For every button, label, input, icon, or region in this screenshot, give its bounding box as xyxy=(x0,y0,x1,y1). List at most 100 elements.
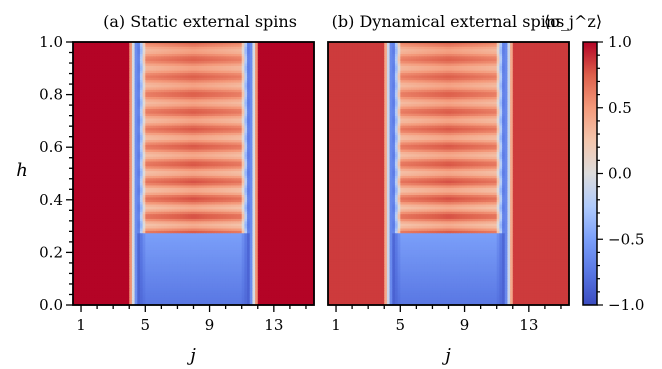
heatmap-cell-0 xyxy=(164,53,168,57)
heatmap-cell-0 xyxy=(255,96,259,100)
heatmap-cell-0 xyxy=(252,65,256,69)
heatmap-cell-0 xyxy=(281,46,286,50)
heatmap-cell-0 xyxy=(121,77,125,81)
heatmap-cell-0 xyxy=(198,106,203,110)
heatmap-cell-0 xyxy=(118,46,122,50)
heatmap-cell-0 xyxy=(230,68,235,72)
heatmap-cell-0 xyxy=(196,42,200,45)
heatmap-cell-0 xyxy=(110,92,114,96)
heatmap-cell-0 xyxy=(214,63,219,67)
heatmap-cell-0 xyxy=(247,65,251,69)
heatmap-cell-0 xyxy=(204,120,208,124)
heatmap-cell-0 xyxy=(139,75,144,79)
heatmap-cell-0 xyxy=(276,92,280,96)
heatmap-cell-0 xyxy=(217,70,221,74)
heatmap-cell-0 xyxy=(193,94,197,98)
heatmap-cell-0 xyxy=(303,42,307,45)
heatmap-cell-0 xyxy=(145,44,149,48)
heatmap-cell-0 xyxy=(252,70,256,74)
heatmap-cell-0 xyxy=(166,63,170,67)
heatmap-cell-0 xyxy=(180,132,184,136)
heatmap-cell-0 xyxy=(89,96,93,100)
heatmap-cell-0 xyxy=(158,118,162,122)
heatmap-cell-0 xyxy=(94,82,98,86)
heatmap-cell-0 xyxy=(305,73,310,77)
heatmap-cell-0 xyxy=(257,46,262,50)
heatmap-cell-0 xyxy=(263,85,267,89)
heatmap-cell-0 xyxy=(209,61,213,65)
heatmap-cell-0 xyxy=(113,123,117,127)
heatmap-cell-0 xyxy=(78,68,82,72)
heatmap-cell-0 xyxy=(78,106,82,110)
heatmap-cell-0 xyxy=(153,65,157,69)
heatmap-cell-0 xyxy=(110,108,114,112)
heatmap-cell-0 xyxy=(289,75,294,79)
heatmap-cell-0 xyxy=(241,63,245,67)
heatmap-cell-0 xyxy=(244,116,248,120)
heatmap-cell-0 xyxy=(156,89,160,93)
heatmap-cell-0 xyxy=(201,96,205,100)
heatmap-cell-0 xyxy=(188,111,192,115)
heatmap-cell-0 xyxy=(110,106,114,110)
heatmap-cell-0 xyxy=(123,53,128,57)
heatmap-cell-0 xyxy=(281,82,286,86)
heatmap-cell-0 xyxy=(193,51,197,55)
heatmap-cell-0 xyxy=(241,94,245,98)
heatmap-cell-0 xyxy=(73,65,77,69)
heatmap-cell-0 xyxy=(123,49,128,53)
heatmap-cell-0 xyxy=(164,75,168,79)
heatmap-cell-0 xyxy=(220,61,224,65)
heatmap-cell-0 xyxy=(303,82,307,86)
heatmap-cell-0 xyxy=(287,42,291,45)
heatmap-cell-0 xyxy=(206,46,211,50)
heatmap-cell-0 xyxy=(145,42,149,45)
heatmap-cell-0 xyxy=(137,80,141,84)
heatmap-cell-0 xyxy=(78,58,82,62)
heatmap-cell-0 xyxy=(118,61,122,65)
heatmap-cell-0 xyxy=(134,82,138,86)
heatmap-cell-0 xyxy=(204,65,208,69)
heatmap-cell-0 xyxy=(147,104,152,108)
heatmap-cell-0 xyxy=(249,44,254,48)
heatmap-cell-0 xyxy=(73,80,77,84)
heatmap-cell-0 xyxy=(217,104,221,108)
heatmap-cell-0 xyxy=(257,111,262,115)
heatmap-cell-0 xyxy=(113,53,117,57)
heatmap-cell-0 xyxy=(265,128,270,132)
heatmap-cell-0 xyxy=(150,85,154,89)
heatmap-cell-0 xyxy=(268,89,272,93)
heatmap-cell-0 xyxy=(198,70,203,74)
heatmap-cell-0 xyxy=(182,111,187,115)
heatmap-cell-0 xyxy=(281,75,286,79)
heatmap-cell-0 xyxy=(233,104,237,108)
heatmap-cell-0 xyxy=(166,123,170,127)
heatmap-cell-0 xyxy=(89,61,93,65)
heatmap-cell-0 xyxy=(147,118,152,122)
heatmap-cell-0 xyxy=(281,123,286,127)
heatmap-cell-0 xyxy=(118,94,122,98)
heatmap-cell-0 xyxy=(137,73,141,77)
heatmap-cell-0 xyxy=(177,108,181,112)
heatmap-cell-0 xyxy=(289,68,294,72)
heatmap-cell-0 xyxy=(153,80,157,84)
heatmap-cell-0 xyxy=(204,108,208,112)
heatmap-cell-0 xyxy=(182,77,187,81)
heatmap-cell-0 xyxy=(172,80,176,84)
heatmap-cell-0 xyxy=(89,123,93,127)
heatmap-cell-0 xyxy=(271,96,275,100)
heatmap-cell-0 xyxy=(276,87,280,91)
heatmap-cell-0 xyxy=(81,77,85,81)
heatmap-cell-0 xyxy=(113,120,117,124)
heatmap-cell-0 xyxy=(279,42,283,45)
heatmap-cell-0 xyxy=(252,77,256,81)
heatmap-cell-0 xyxy=(297,56,302,60)
heatmap-cell-0 xyxy=(260,87,264,91)
heatmap-cell-0 xyxy=(257,53,262,57)
heatmap-cell-0 xyxy=(198,58,203,62)
heatmap-cell-0 xyxy=(164,77,168,81)
heatmap-cell-0 xyxy=(75,44,79,48)
heatmap-cell-0 xyxy=(164,44,168,48)
heatmap-cell-0 xyxy=(99,70,104,74)
heatmap-cell-0 xyxy=(110,130,114,134)
heatmap-cell-0 xyxy=(166,73,170,77)
